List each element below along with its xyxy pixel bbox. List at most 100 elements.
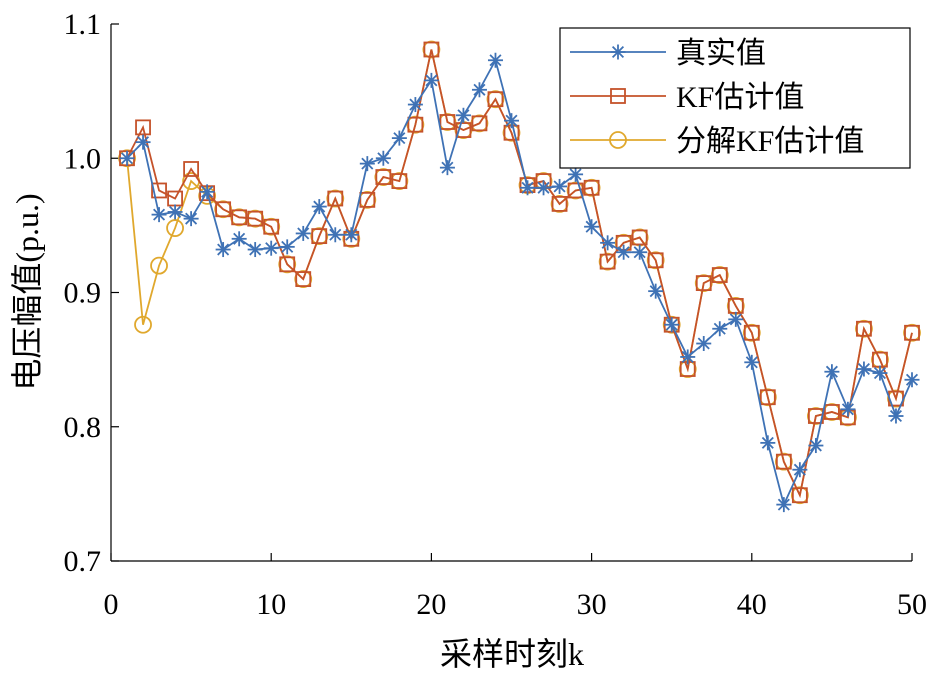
- legend-item: KF估计值: [570, 81, 804, 114]
- data-point: [550, 194, 569, 213]
- data-point: [568, 166, 584, 182]
- data-point: [391, 173, 408, 189]
- data-point: [327, 190, 344, 207]
- data-point: [776, 497, 792, 513]
- data-point: [423, 41, 440, 58]
- legend-item: 真实值: [570, 37, 766, 70]
- data-point: [806, 407, 825, 425]
- data-point: [583, 179, 600, 196]
- data-point: [760, 435, 776, 451]
- y-tick-label: 1.0: [64, 142, 102, 175]
- data-point: [904, 372, 920, 388]
- data-point: [135, 119, 151, 136]
- data-point: [247, 210, 264, 227]
- data-point: [215, 242, 231, 258]
- data-point: [327, 227, 343, 243]
- y-axis-label: 电压幅值(p.u.): [9, 193, 45, 390]
- data-point: [710, 266, 729, 284]
- data-point: [520, 180, 536, 196]
- data-point: [183, 161, 200, 177]
- data-point: [135, 134, 151, 150]
- data-point: [758, 388, 777, 407]
- data-point: [872, 365, 888, 381]
- data-point: [582, 178, 601, 197]
- data-point: [279, 239, 295, 255]
- legend-label: 分解KF估计值: [676, 125, 864, 158]
- series-line: [126, 49, 913, 499]
- data-point: [326, 189, 345, 208]
- data-point: [536, 180, 552, 196]
- data-point: [695, 275, 712, 292]
- data-point: [167, 204, 183, 220]
- data-point: [247, 242, 263, 258]
- data-point: [552, 178, 568, 194]
- data-point: [610, 44, 626, 60]
- data-point: [744, 354, 760, 370]
- data-point: [118, 149, 136, 168]
- x-tick-label: 0: [104, 588, 119, 621]
- data-point: [166, 219, 184, 237]
- data-point: [600, 235, 616, 251]
- data-point: [375, 169, 392, 185]
- data-point: [311, 199, 327, 215]
- data-point: [214, 200, 233, 219]
- data-point: [856, 361, 872, 377]
- data-point: [471, 115, 488, 132]
- data-point: [759, 389, 776, 406]
- data-point: [151, 207, 167, 223]
- data-point: [855, 319, 873, 338]
- x-tick-label: 20: [416, 588, 446, 621]
- data-point: [662, 315, 681, 334]
- x-tick-label: 40: [737, 588, 767, 621]
- data-point: [423, 72, 439, 88]
- data-point: [262, 217, 281, 236]
- data-point: [487, 91, 504, 108]
- data-point: [343, 227, 359, 243]
- data-point: [616, 244, 632, 260]
- data-point: [646, 251, 665, 270]
- y-tick-label: 1.1: [64, 8, 102, 41]
- data-point: [183, 211, 199, 227]
- data-point: [712, 321, 728, 337]
- data-point: [134, 315, 152, 334]
- data-point: [647, 252, 664, 269]
- data-point: [903, 323, 921, 342]
- data-point: [119, 150, 135, 166]
- data-point: [609, 131, 627, 149]
- data-point: [856, 320, 872, 337]
- y-tick-label: 0.8: [64, 411, 102, 444]
- data-point: [295, 271, 312, 287]
- data-point: [743, 324, 760, 341]
- data-point: [599, 253, 616, 270]
- data-point: [422, 40, 441, 59]
- data-point: [151, 182, 167, 199]
- data-point: [439, 114, 456, 130]
- data-point: [263, 240, 279, 256]
- data-point: [231, 231, 247, 247]
- data-point: [310, 227, 329, 246]
- data-point: [791, 487, 808, 504]
- axes: 0 10 20 30 40 50 0.7 0.8 0.9 1.0 1.1: [64, 8, 928, 621]
- data-point: [824, 404, 840, 420]
- legend-label: KF估计值: [676, 81, 804, 114]
- data-point: [728, 311, 744, 327]
- data-point: [694, 274, 713, 293]
- data-point: [680, 349, 696, 365]
- data-point: [792, 462, 808, 478]
- x-axis-label: 采样时刻k: [440, 636, 584, 672]
- data-point: [631, 229, 648, 246]
- data-point: [199, 184, 215, 200]
- data-point: [359, 191, 376, 208]
- data-point: [584, 219, 600, 235]
- series-layer: [118, 40, 921, 513]
- data-point: [824, 364, 840, 380]
- data-point: [711, 267, 728, 283]
- data-point: [775, 453, 792, 470]
- data-point: [439, 160, 455, 176]
- data-point: [774, 452, 793, 471]
- data-point: [664, 317, 680, 333]
- data-point: [150, 256, 168, 275]
- data-point: [279, 256, 296, 273]
- data-point: [295, 225, 311, 241]
